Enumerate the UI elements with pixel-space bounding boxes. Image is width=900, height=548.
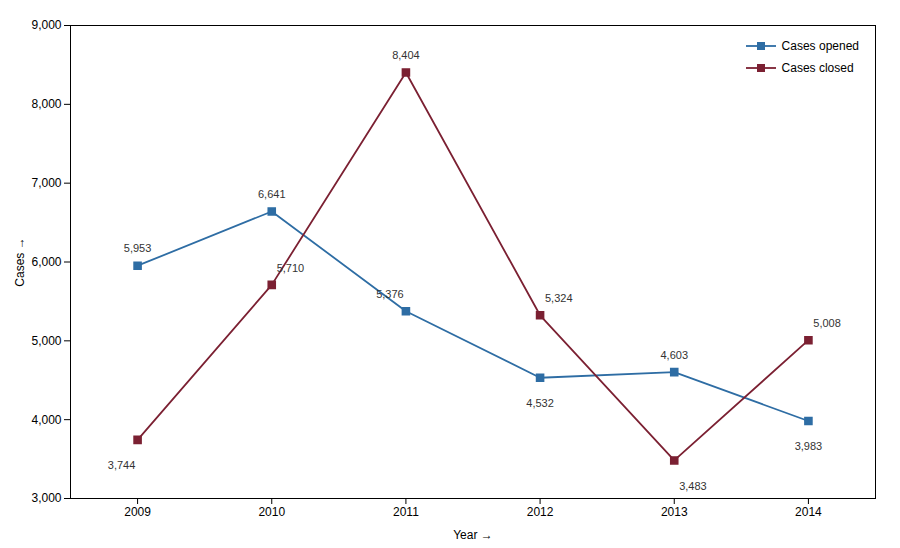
svg-text:2014: 2014 (795, 505, 822, 519)
svg-text:3,744: 3,744 (108, 459, 136, 471)
svg-text:8,000: 8,000 (31, 97, 61, 111)
svg-text:8,404: 8,404 (392, 49, 420, 61)
svg-text:3,483: 3,483 (679, 480, 707, 492)
svg-text:6,000: 6,000 (31, 255, 61, 269)
svg-text:3,983: 3,983 (795, 440, 823, 452)
svg-text:2010: 2010 (258, 505, 285, 519)
svg-text:Cases →: Cases → (13, 237, 27, 286)
svg-text:2013: 2013 (661, 505, 688, 519)
svg-text:4,603: 4,603 (660, 349, 688, 361)
svg-text:5,324: 5,324 (545, 292, 573, 304)
svg-text:2011: 2011 (393, 505, 419, 519)
svg-text:Year →: Year → (453, 528, 493, 542)
svg-text:3,000: 3,000 (31, 491, 61, 505)
svg-text:4,000: 4,000 (31, 413, 61, 427)
svg-text:5,376: 5,376 (376, 288, 404, 300)
html-text:Cases closed: Cases closed (781, 61, 854, 75)
svg-text:5,008: 5,008 (813, 317, 841, 329)
svg-text:4,532: 4,532 (526, 397, 554, 409)
svg-text:7,000: 7,000 (31, 176, 61, 190)
svg-text:5,953: 5,953 (124, 242, 152, 254)
svg-text:5,710: 5,710 (277, 262, 305, 274)
html-text:Cases opened: Cases opened (781, 39, 859, 53)
svg-text:6,641: 6,641 (258, 188, 286, 200)
svg-text:2009: 2009 (124, 505, 151, 519)
svg-text:5,000: 5,000 (31, 334, 61, 348)
svg-text:9,000: 9,000 (31, 18, 61, 32)
svg-text:2012: 2012 (527, 505, 554, 519)
